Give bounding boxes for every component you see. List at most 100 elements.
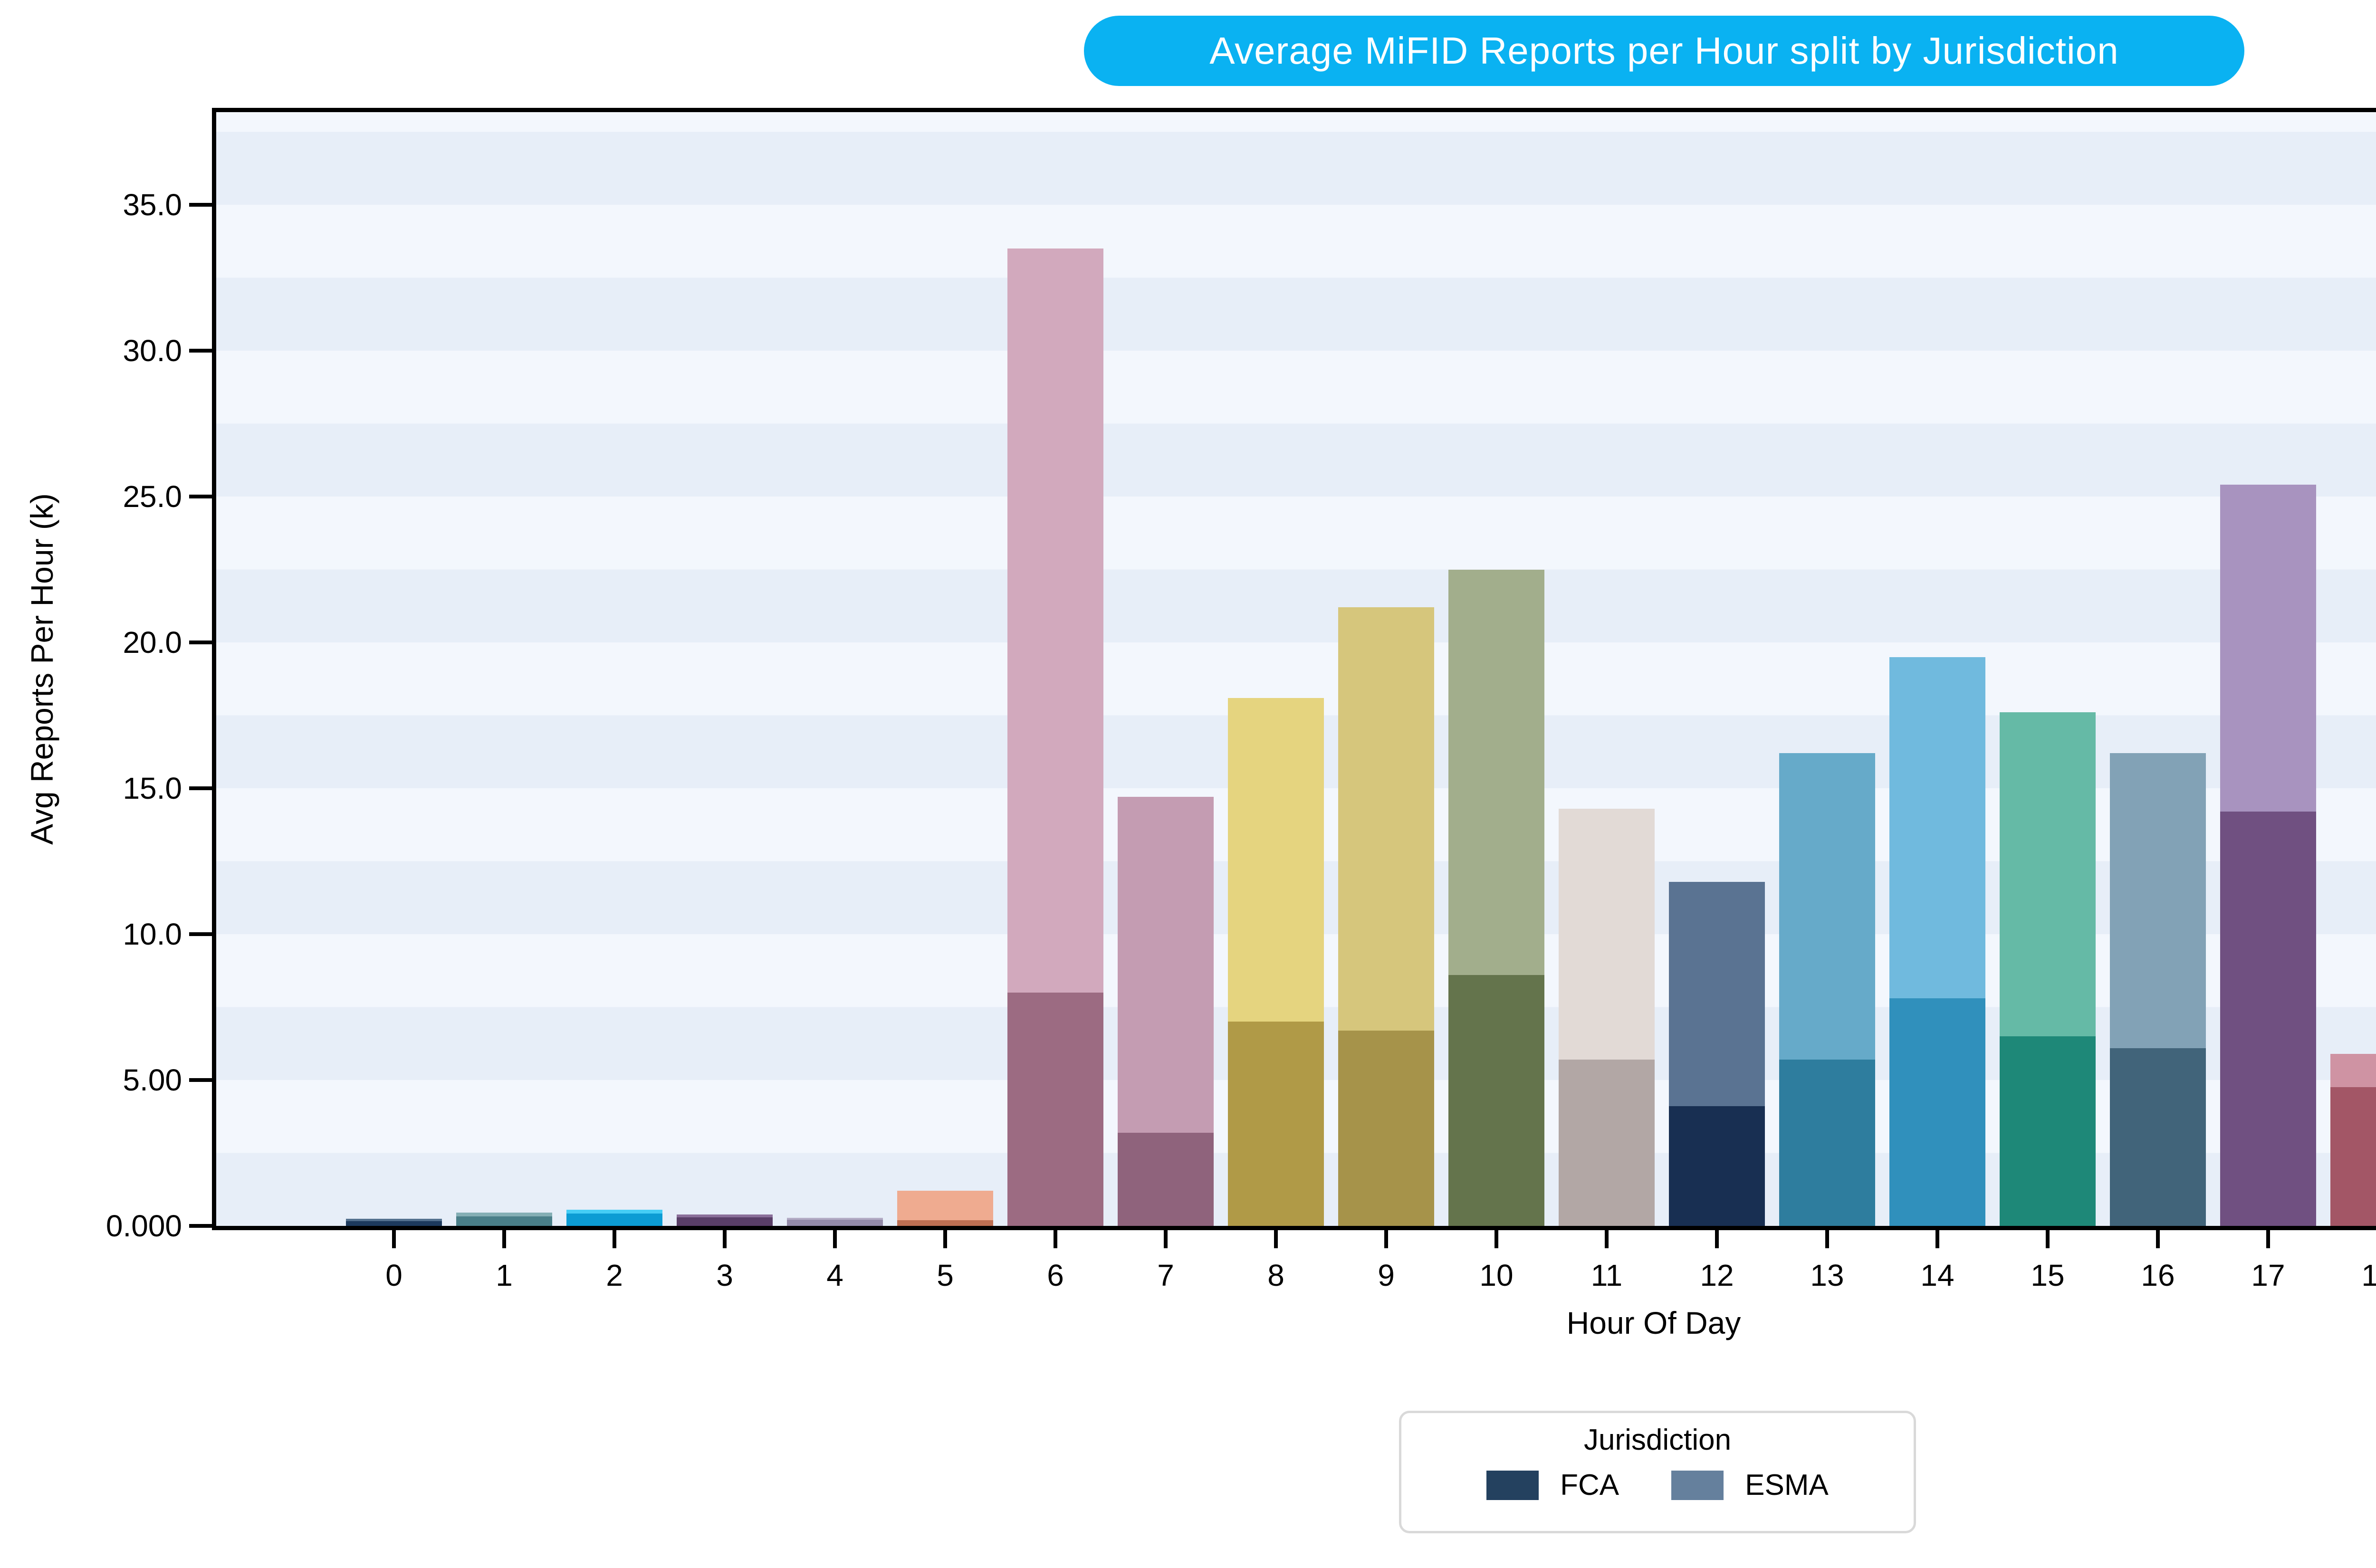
x-tick-mark-3 (723, 1230, 727, 1248)
x-tick-label-1: 1 (496, 1258, 513, 1292)
bar-hour-1-esma (456, 1213, 552, 1216)
y-tick-label-20: 20.0 (123, 625, 182, 660)
bar-hour-8 (1228, 698, 1324, 1226)
bar-hour-17-esma (2220, 485, 2316, 812)
y-tick-label-0: 0.000 (105, 1209, 182, 1243)
bar-hour-7 (1118, 797, 1214, 1226)
bar-hour-13 (1779, 753, 1875, 1226)
x-tick-mark-2 (613, 1230, 616, 1248)
bar-hour-15-esma (2000, 712, 2096, 1036)
bar-hour-10-esma (1448, 569, 1544, 975)
bar-hour-11-fca (1559, 1060, 1655, 1226)
bar-hour-7-esma (1118, 797, 1214, 1133)
bar-hour-4-fca (787, 1220, 883, 1226)
chart-title: Average MiFID Reports per Hour split by … (1209, 29, 2119, 72)
bar-hour-8-esma (1228, 698, 1324, 1022)
x-tick-mark-6 (1054, 1230, 1057, 1248)
x-tick-label-8: 8 (1267, 1258, 1284, 1292)
legend-label-esma: ESMA (1745, 1469, 1829, 1501)
x-tick-label-16: 16 (2141, 1258, 2175, 1292)
bar-hour-2-esma (566, 1210, 662, 1214)
y-tick-mark-15 (189, 786, 212, 790)
bar-hour-5 (897, 1191, 993, 1226)
bar-hour-18 (2330, 1053, 2376, 1226)
y-tick-mark-30 (189, 349, 212, 353)
bar-hour-3-fca (677, 1217, 773, 1226)
bar-hour-6-fca (1007, 992, 1103, 1226)
legend-swatch-fca (1486, 1470, 1539, 1500)
bar-hour-11-esma (1559, 809, 1655, 1060)
bar-hour-13-esma (1779, 753, 1875, 1060)
x-tick-label-13: 13 (1810, 1258, 1844, 1292)
x-tick-label-15: 15 (2031, 1258, 2065, 1292)
bar-hour-1 (456, 1213, 552, 1226)
bar-hour-15 (2000, 712, 2096, 1226)
bar-hour-17-fca (2220, 812, 2316, 1226)
bar-hour-7-fca (1118, 1132, 1214, 1226)
bar-hour-3 (677, 1214, 773, 1226)
chart-title-pill: Average MiFID Reports per Hour split by … (1084, 16, 2244, 86)
bar-hour-10 (1448, 569, 1544, 1226)
legend-title: Jurisdiction (1583, 1424, 1732, 1456)
x-tick-mark-16 (2156, 1230, 2160, 1248)
legend-item-esma: ESMA (1671, 1468, 1829, 1502)
bar-hour-11 (1559, 809, 1655, 1226)
bars-layer (216, 112, 2376, 1226)
x-tick-mark-8 (1274, 1230, 1278, 1248)
x-tick-label-9: 9 (1378, 1258, 1395, 1292)
x-tick-label-7: 7 (1157, 1258, 1174, 1292)
y-tick-label-30: 30.0 (123, 334, 182, 368)
bar-hour-10-fca (1448, 975, 1544, 1226)
x-tick-mark-9 (1384, 1230, 1388, 1248)
x-tick-label-11: 11 (1590, 1258, 1623, 1292)
bar-hour-17 (2220, 485, 2316, 1226)
bar-hour-9-esma (1338, 607, 1434, 1031)
x-tick-mark-7 (1164, 1230, 1168, 1248)
bar-hour-12 (1669, 881, 1765, 1226)
x-tick-label-6: 6 (1047, 1258, 1064, 1292)
bar-hour-1-fca (456, 1216, 552, 1226)
bar-hour-6-esma (1007, 249, 1103, 993)
bar-hour-0-fca (346, 1221, 442, 1226)
y-tick-label-15: 15.0 (123, 771, 182, 805)
legend: Jurisdiction FCA ESMA (1399, 1411, 1916, 1533)
y-tick-mark-20 (189, 641, 212, 644)
bar-hour-12-fca (1669, 1106, 1765, 1226)
bar-hour-8-fca (1228, 1022, 1324, 1226)
bar-hour-18-fca (2330, 1087, 2376, 1226)
x-tick-mark-13 (1825, 1230, 1829, 1248)
bar-hour-4-esma (787, 1218, 883, 1220)
y-tick-label-25: 25.0 (123, 479, 182, 514)
bar-hour-9 (1338, 607, 1434, 1226)
bar-hour-14 (1889, 657, 1985, 1226)
legend-item-fca: FCA (1486, 1468, 1619, 1502)
x-tick-label-12: 12 (1700, 1258, 1734, 1292)
bar-hour-2 (566, 1210, 662, 1226)
bar-hour-18-esma (2330, 1053, 2376, 1088)
x-tick-mark-14 (1935, 1230, 1939, 1248)
legend-label-fca: FCA (1560, 1469, 1619, 1501)
x-axis-title: Hour Of Day (1566, 1305, 1741, 1340)
x-tick-mark-0 (392, 1230, 396, 1248)
x-tick-label-18: 18 (2361, 1258, 2376, 1292)
x-tick-label-3: 3 (716, 1258, 733, 1292)
bar-hour-6 (1007, 249, 1103, 1226)
legend-row: FCA ESMA (1486, 1468, 1829, 1502)
x-tick-mark-11 (1605, 1230, 1609, 1248)
y-tick-label-10: 10.0 (123, 917, 182, 951)
y-tick-mark-0 (189, 1224, 212, 1228)
bar-hour-5-esma (897, 1191, 993, 1220)
y-tick-label-35: 35.0 (123, 188, 182, 222)
x-tick-label-14: 14 (1920, 1258, 1954, 1292)
y-tick-label-5: 5.00 (123, 1063, 182, 1097)
x-tick-label-5: 5 (937, 1258, 954, 1292)
bar-hour-16-fca (2110, 1048, 2206, 1226)
y-tick-mark-5 (189, 1078, 212, 1082)
bar-hour-15-fca (2000, 1036, 2096, 1226)
bar-hour-14-fca (1889, 998, 1985, 1226)
y-tick-mark-10 (189, 932, 212, 936)
x-tick-mark-12 (1715, 1230, 1719, 1248)
bar-hour-0-esma (346, 1218, 442, 1221)
x-tick-label-4: 4 (826, 1258, 843, 1292)
